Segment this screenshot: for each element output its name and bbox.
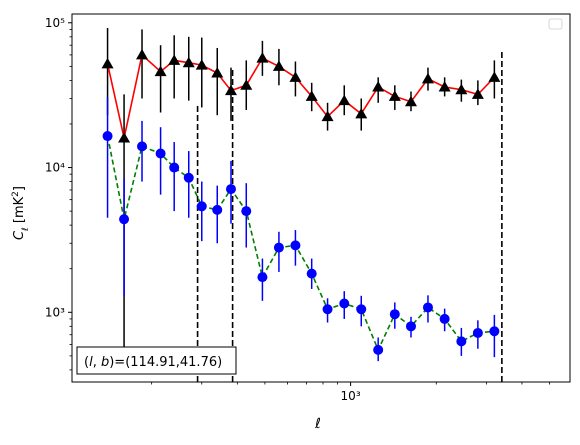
y-axis-label-part: ℓ: [21, 227, 31, 232]
data-point-triangle: [321, 110, 334, 122]
data-point-triangle: [455, 83, 468, 95]
data-point-triangle: [211, 66, 224, 78]
y-tick-label: 10⁵: [45, 16, 65, 30]
data-point-triangle: [136, 48, 149, 60]
data-point-triangle: [256, 52, 269, 63]
data-point-circle: [241, 206, 252, 217]
data-point-triangle: [471, 88, 484, 99]
series-line-2: [106, 135, 495, 352]
y-axis-label-part: ]: [12, 186, 27, 191]
data-point-triangle: [224, 84, 237, 96]
plot-area: [101, 28, 503, 382]
axes-frame: [71, 13, 571, 383]
data-point-triangle: [182, 56, 195, 68]
x-tick-label: 10³: [341, 389, 361, 403]
data-point-triangle: [101, 57, 114, 69]
data-point-triangle: [438, 81, 451, 92]
legend: [548, 18, 563, 30]
data-point-triangle: [289, 71, 302, 82]
data-point-circle: [356, 304, 367, 315]
data-point-triangle: [338, 94, 351, 106]
data-point-circle: [290, 240, 301, 251]
data-point-triangle: [421, 72, 434, 84]
y-axis-label-part: [mK: [12, 196, 27, 227]
y-tick-label: 10⁴: [45, 161, 65, 175]
data-point-circle: [306, 268, 317, 279]
y-axis-label-part: 2: [11, 191, 21, 197]
data-point-circle: [169, 162, 180, 173]
axis-ticks: 10³ 10³ 10⁴ 10⁵: [45, 16, 550, 403]
data-point-circle: [489, 326, 500, 337]
x-axis-label: ℓ: [314, 416, 321, 432]
data-point-circle: [405, 321, 416, 332]
data-point-triangle: [355, 107, 368, 119]
annotation-text-part: (: [84, 355, 89, 370]
y-axis-label: Cℓ [mK2]: [11, 186, 31, 240]
data-point-circle: [137, 141, 148, 152]
data-point-triangle: [168, 54, 181, 65]
data-point-triangle: [118, 131, 131, 143]
y-tick-label: 10³: [45, 305, 65, 319]
data-point-circle: [225, 184, 236, 195]
data-point-circle: [102, 131, 113, 142]
data-point-circle: [422, 302, 433, 313]
data-point-triangle: [305, 90, 318, 101]
annotation-text-part: ,: [93, 355, 101, 370]
data-point-triangle: [272, 60, 285, 71]
data-point-circle: [456, 336, 467, 347]
data-point-circle: [196, 201, 207, 212]
data-point-circle: [155, 148, 166, 159]
annotation-text-part: b: [101, 355, 109, 370]
data-point-circle: [273, 242, 284, 253]
data-point-circle: [373, 344, 384, 355]
y-axis-label-part: C: [12, 230, 27, 240]
data-point-circle: [257, 272, 268, 283]
data-point-circle: [212, 204, 223, 215]
data-point-circle: [322, 304, 333, 315]
data-point-triangle: [488, 71, 501, 82]
data-point-triangle: [195, 59, 208, 70]
annotation-text-part: l: [89, 355, 93, 370]
data-point-triangle: [388, 90, 401, 101]
annotation-text-part: )=(114.91,41.76): [109, 355, 222, 370]
data-point-circle: [119, 214, 130, 225]
data-point-triangle: [154, 65, 167, 77]
data-point-circle: [339, 298, 350, 309]
data-point-triangle: [372, 81, 385, 92]
series-line-1: [106, 53, 495, 139]
data-point-circle: [183, 172, 194, 183]
data-point-circle: [472, 327, 483, 338]
annotation-box: (l, b)=(114.91,41.76): [76, 346, 237, 375]
data-point-triangle: [240, 79, 253, 90]
data-point-circle: [439, 313, 450, 324]
data-point-circle: [389, 309, 400, 320]
annotation-text: (l, b)=(114.91,41.76): [84, 355, 222, 370]
data-point-triangle: [404, 95, 417, 107]
